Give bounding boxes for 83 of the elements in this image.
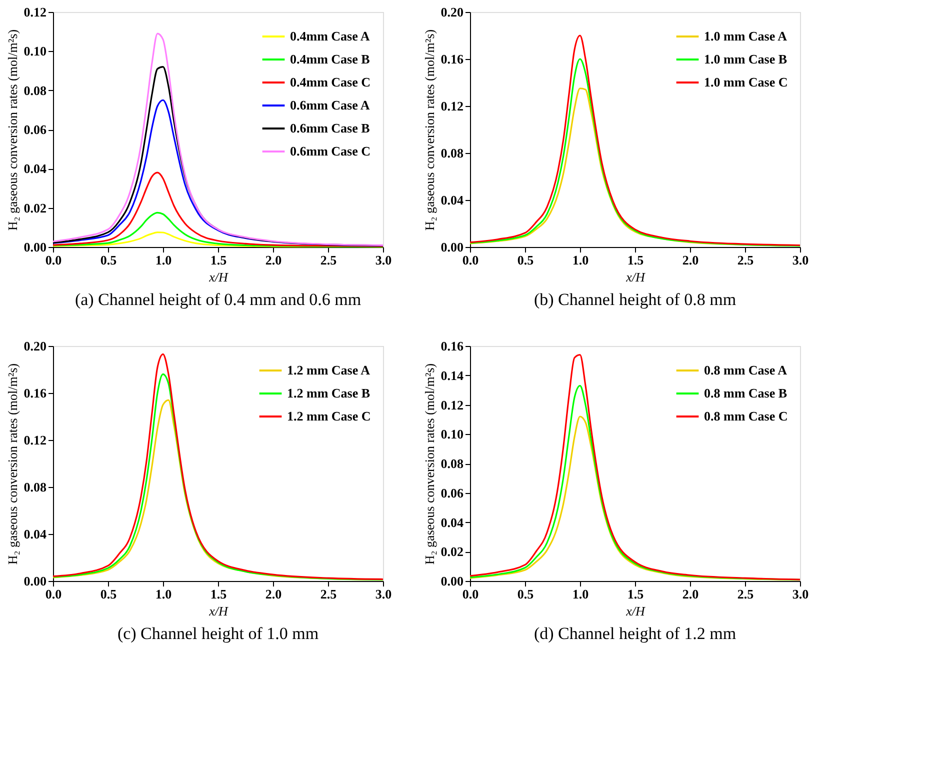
legend-label: 0.6mm Case B xyxy=(290,120,370,136)
y-tick-label: 0.04 xyxy=(440,514,464,530)
x-tick-label: 2.5 xyxy=(737,252,754,268)
y-tick-label: 0.10 xyxy=(24,44,46,59)
x-tick-label: 2.5 xyxy=(320,252,338,268)
y-tick-label: 0.06 xyxy=(24,122,47,137)
y-tick-label: 0.02 xyxy=(440,544,464,560)
y-tick-label: 0.08 xyxy=(440,146,464,160)
y-tick-label: 0.14 xyxy=(440,368,464,383)
y-tick-label: 0.12 xyxy=(440,397,464,412)
legend-label: 0.6mm Case C xyxy=(290,144,371,158)
text: (a) Channel height of 0.4 mm and 0.6 mm xyxy=(74,290,362,309)
text: (d) Channel height of 1.2 mm xyxy=(534,624,736,643)
x-tick-label: 2.0 xyxy=(265,586,282,602)
x-tick-label: 0.0 xyxy=(462,252,479,268)
x-tick-label: 0.5 xyxy=(100,252,118,268)
y-tick-label: 0.04 xyxy=(24,161,47,176)
y-tick-label: 0.10 xyxy=(440,426,464,442)
y-tick-label: 0.08 xyxy=(440,456,464,471)
x-tick-label: 0.5 xyxy=(517,586,534,602)
x-axis-title: x/H xyxy=(208,270,228,284)
y-tick-label: 0.02 xyxy=(24,200,46,216)
legend-label: 0.4mm Case A xyxy=(290,28,370,44)
y-axis-title: H₂ gaseous conversion rates (mol/m²s) xyxy=(422,363,437,565)
x-tick-label: 2.0 xyxy=(682,252,699,268)
x-tick-label: 0.5 xyxy=(100,586,118,602)
x-axis-title: x/H xyxy=(625,270,646,284)
x-tick-label: 3.0 xyxy=(792,252,809,268)
y-tick-label: 0.00 xyxy=(24,240,46,254)
x-tick-label: 2.0 xyxy=(682,586,699,602)
x-tick-label: 3.0 xyxy=(792,586,809,602)
x-tick-label: 1.5 xyxy=(210,252,228,268)
y-tick-label: 0.00 xyxy=(440,240,464,254)
x-tick-label: 1.0 xyxy=(572,252,589,268)
legend-label: 1.2 mm Case B xyxy=(287,386,370,400)
x-tick-label: 3.0 xyxy=(375,586,392,602)
x-tick-label: 0.0 xyxy=(45,252,62,268)
y-tick-label: 0.20 xyxy=(24,338,46,354)
y-tick-label: 0.06 xyxy=(440,485,464,500)
y-tick-label: 0.04 xyxy=(440,192,464,208)
text: (c) Channel height of 1.0 mm xyxy=(117,624,319,643)
text: (b) Channel height of 0.8 mm xyxy=(534,290,736,309)
legend-label: 1.0 mm Case C xyxy=(704,74,788,90)
x-tick-label: 1.0 xyxy=(155,252,172,268)
y-tick-label: 0.12 xyxy=(24,432,46,448)
y-axis-title: H₂ gaseous conversion rates (mol/m²s) xyxy=(4,29,20,231)
y-tick-label: 0.08 xyxy=(24,82,47,98)
y-tick-label: 0.12 xyxy=(24,4,46,20)
legend-label: 0.4mm Case B xyxy=(290,52,370,66)
y-tick-label: 0.08 xyxy=(24,480,47,494)
y-tick-label: 0.16 xyxy=(440,338,464,354)
x-tick-label: 3.0 xyxy=(375,252,392,268)
x-tick-label: 0.0 xyxy=(45,586,62,602)
legend-label: 0.8 mm Case B xyxy=(704,386,788,400)
x-tick-label: 2.0 xyxy=(265,252,282,268)
x-tick-label: 0.5 xyxy=(517,252,534,268)
x-tick-label: 1.5 xyxy=(627,252,644,268)
y-tick-label: 0.04 xyxy=(24,526,47,542)
legend-label: 0.4mm Case C xyxy=(290,74,371,90)
legend-label: 1.0 mm Case B xyxy=(704,52,788,66)
legend-label: 1.2 mm Case C xyxy=(287,408,371,424)
y-tick-label: 0.16 xyxy=(24,386,47,400)
x-tick-label: 1.5 xyxy=(210,586,228,602)
x-axis-title: x/H xyxy=(208,604,228,618)
y-tick-label: 0.16 xyxy=(440,52,464,66)
y-tick-label: 0.00 xyxy=(24,574,46,588)
y-tick-label: 0.12 xyxy=(440,98,464,114)
legend-label: 0.8 mm Case C xyxy=(704,408,788,424)
x-tick-label: 2.5 xyxy=(737,586,754,602)
x-tick-label: 1.5 xyxy=(627,586,644,602)
legend-label: 0.8 mm Case A xyxy=(704,362,788,378)
x-tick-label: 0.0 xyxy=(462,586,479,602)
x-axis-title: x/H xyxy=(625,604,646,618)
x-tick-label: 1.0 xyxy=(155,586,172,602)
x-tick-label: 2.5 xyxy=(320,586,338,602)
y-axis-title: H₂ gaseous conversion rates (mol/m²s) xyxy=(4,363,20,565)
legend-label: 0.6mm Case A xyxy=(290,98,370,112)
y-tick-label: 0.00 xyxy=(440,574,464,588)
x-tick-label: 1.0 xyxy=(572,586,589,602)
y-tick-label: 0.20 xyxy=(440,4,464,20)
y-axis-title: H₂ gaseous conversion rates (mol/m²s) xyxy=(422,29,437,231)
legend-label: 1.0 mm Case A xyxy=(704,28,788,44)
legend-label: 1.2 mm Case A xyxy=(287,362,371,378)
